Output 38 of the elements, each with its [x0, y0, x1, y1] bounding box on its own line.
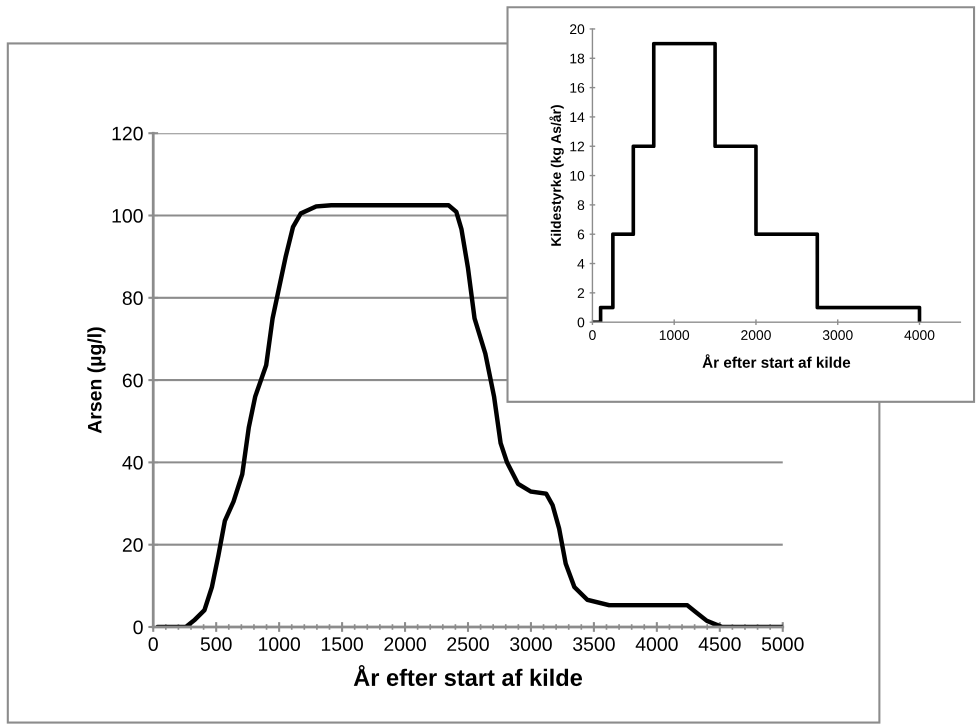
y-tick-label: 18: [570, 54, 584, 64]
y-tick-label: 0: [578, 318, 584, 328]
x-tick-label: 500: [200, 637, 232, 651]
x-tick-label: 0: [589, 330, 596, 340]
x-tick-label: 1000: [660, 330, 690, 340]
x-tick-label: 3000: [510, 637, 552, 651]
y-tick-label: 16: [570, 82, 584, 93]
x-tick-label: 2500: [447, 637, 489, 651]
y-tick-label: 0: [133, 620, 143, 634]
y-axis-title: Arsen (µg/l): [87, 327, 106, 434]
y-tick-label: 8: [578, 200, 584, 210]
y-tick-label: 20: [570, 24, 584, 34]
x-tick-label: 1500: [322, 637, 363, 651]
y-tick-label: 10: [570, 170, 584, 181]
x-tick-label: 3000: [822, 330, 853, 340]
y-tick-label: 60: [122, 374, 143, 388]
x-tick-label: 4000: [904, 330, 934, 340]
x-tick-label: 1000: [258, 637, 300, 651]
y-tick-label: 14: [570, 112, 584, 122]
x-tick-label: 4500: [698, 637, 741, 651]
y-tick-label: 2: [578, 288, 584, 298]
y-tick-label: 100: [112, 208, 143, 223]
y-tick-label: 120: [112, 126, 143, 140]
x-tick-label: 2000: [384, 637, 426, 651]
y-tick-label: 40: [122, 456, 143, 470]
x-axis-title: År efter start af kilde: [354, 664, 582, 686]
x-tick-label: 2000: [741, 330, 771, 340]
y-tick-label: 80: [122, 291, 143, 306]
x-tick-label: 0: [148, 637, 158, 651]
y-tick-label: 6: [578, 230, 584, 240]
x-axis-title: År efter start af kilde: [702, 354, 850, 368]
y-tick-label: 20: [122, 538, 143, 552]
y-tick-label: 12: [570, 142, 584, 152]
y-axis-title: Kildestyrke (kg As/år): [549, 105, 564, 246]
y-tick-label: 4: [577, 259, 584, 269]
x-tick-label: 3500: [573, 637, 615, 651]
x-tick-label: 5000: [762, 637, 804, 651]
x-tick-label: 4000: [636, 637, 678, 651]
